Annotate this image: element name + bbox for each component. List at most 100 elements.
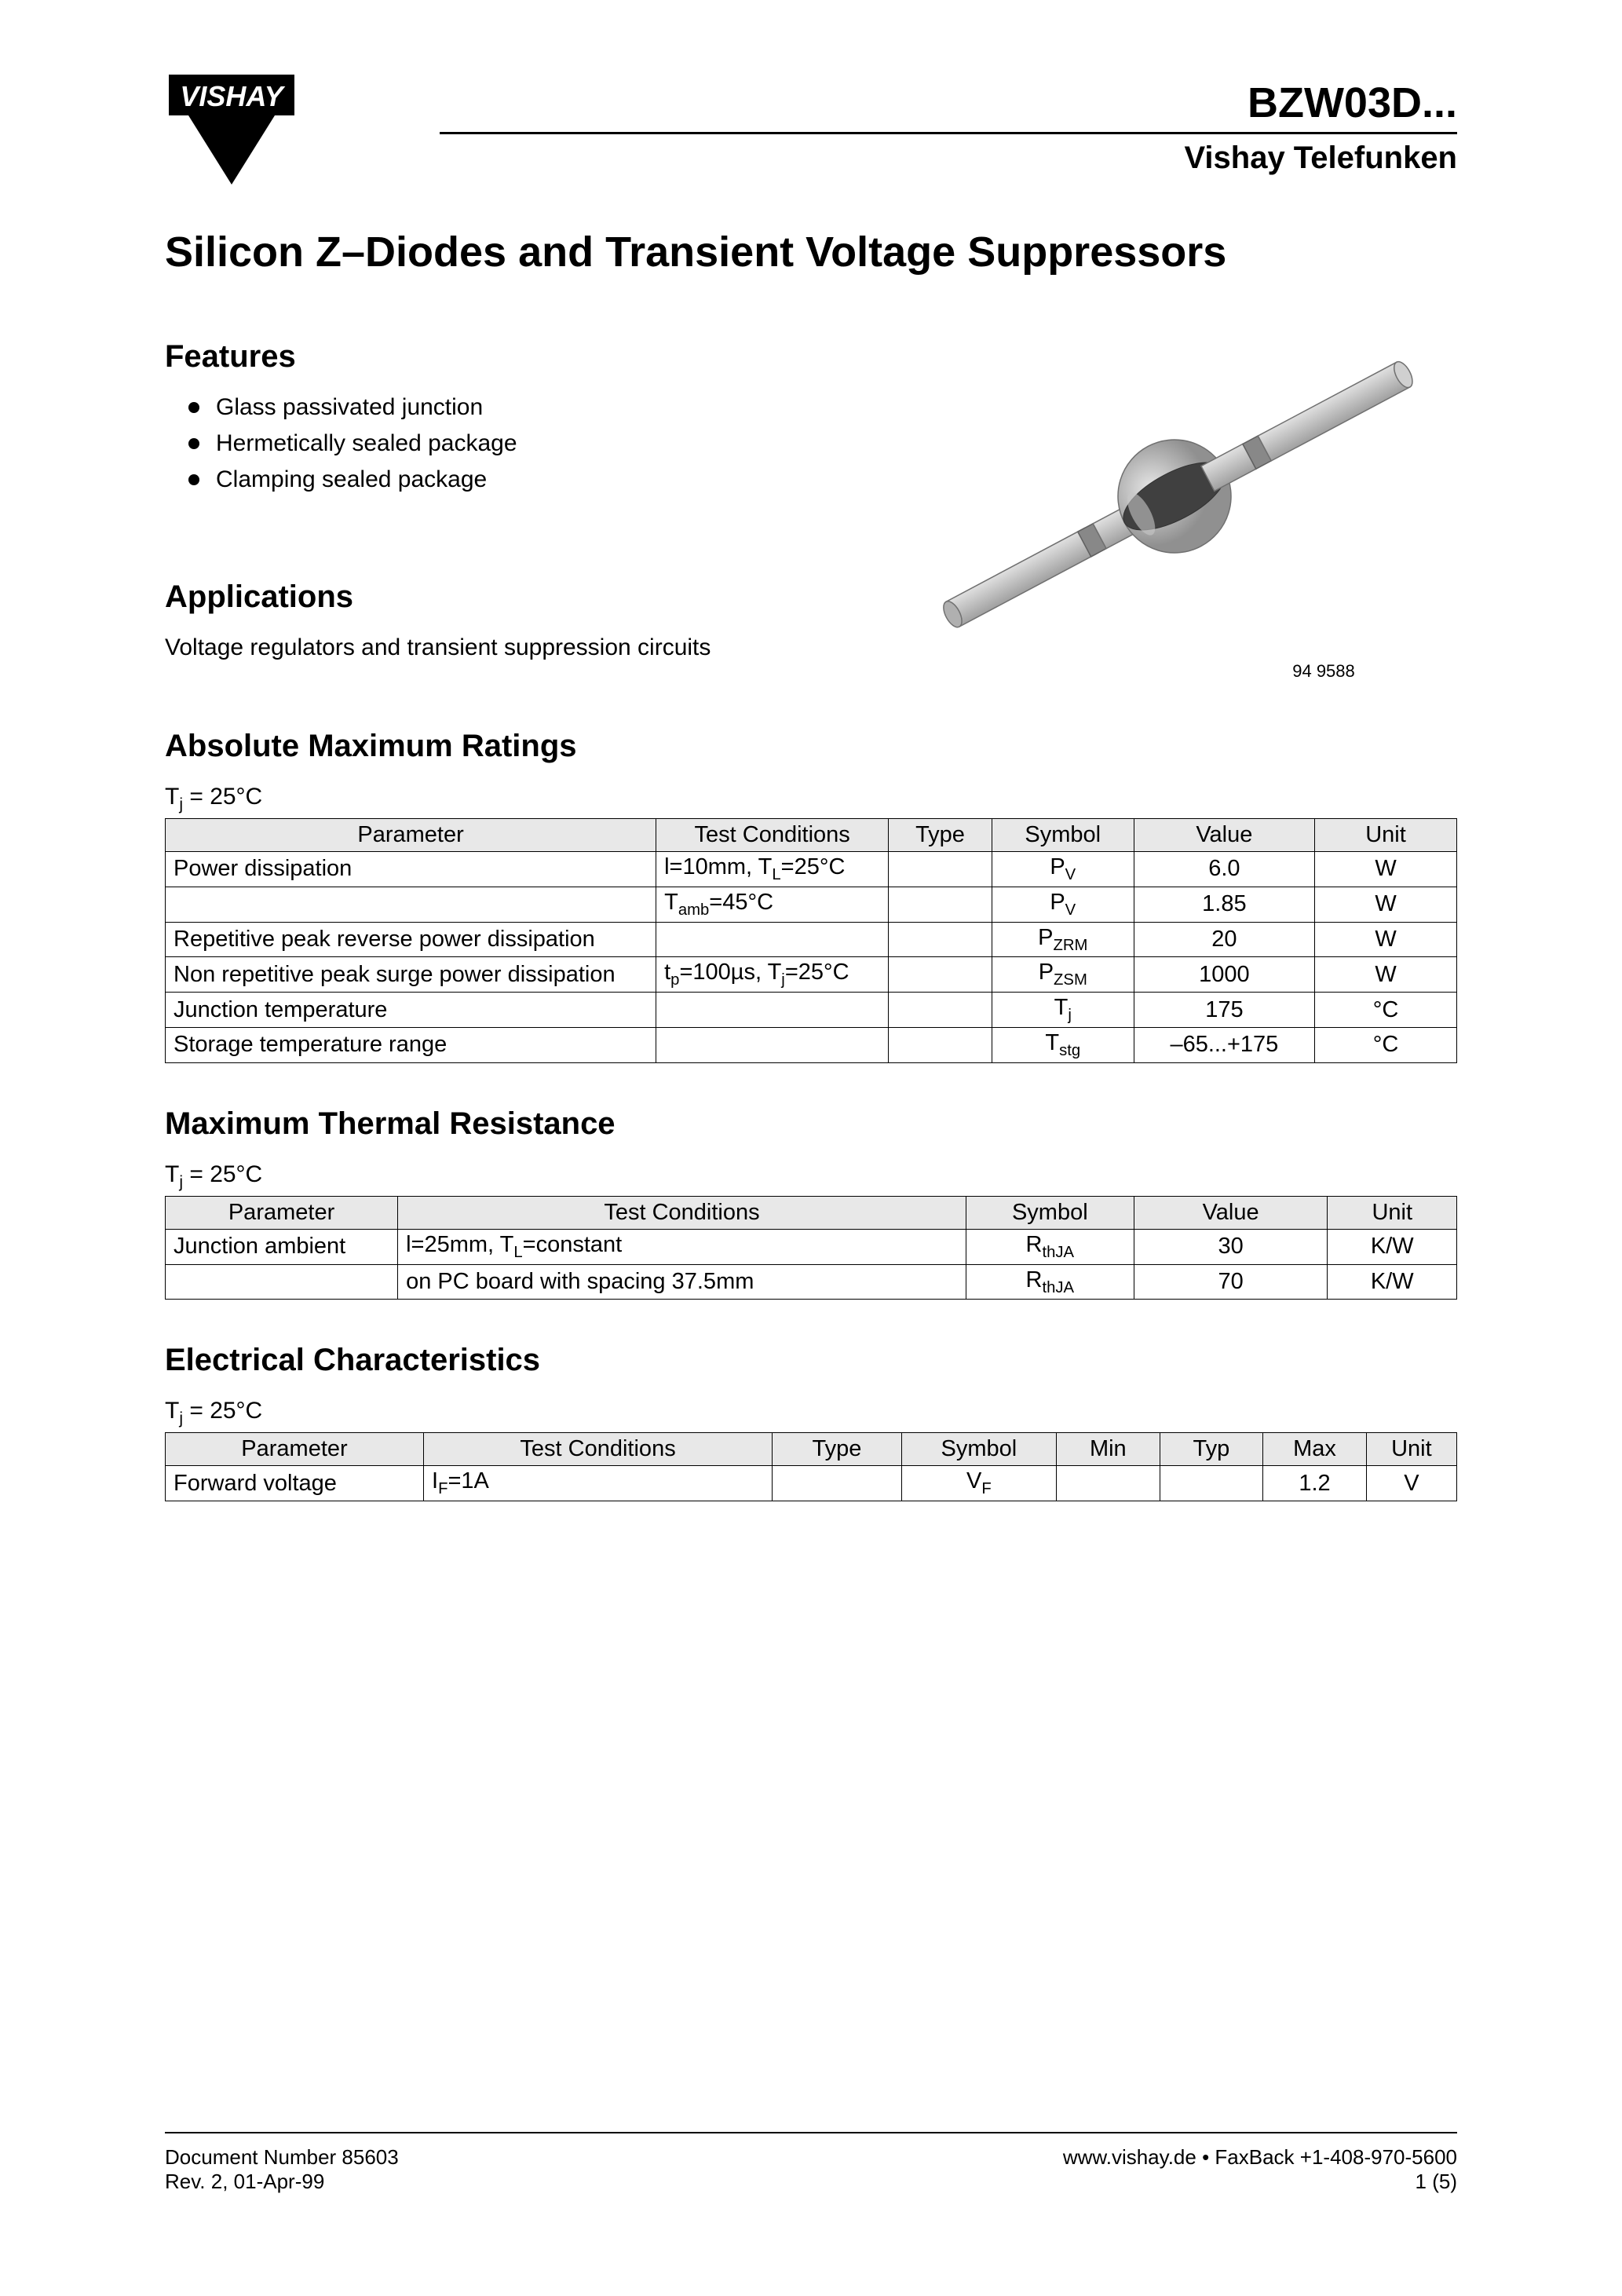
table-cell: Power dissipation bbox=[166, 852, 656, 887]
applications-text: Voltage regulators and transient suppres… bbox=[165, 634, 860, 661]
page-header: VISHAY BZW03D... Vishay Telefunken bbox=[165, 71, 1457, 192]
abs-max-table: ParameterTest ConditionsTypeSymbolValueU… bbox=[165, 818, 1457, 1063]
table-cell: Storage temperature range bbox=[166, 1027, 656, 1062]
table-cell: K/W bbox=[1328, 1229, 1457, 1264]
table-cell: Tj bbox=[992, 993, 1134, 1028]
table-cell: RthJA bbox=[966, 1264, 1134, 1300]
component-diagram bbox=[892, 339, 1457, 653]
table-cell: PZRM bbox=[992, 922, 1134, 957]
table-cell bbox=[656, 922, 889, 957]
electrical-note: Tj = 25°C bbox=[165, 1398, 1457, 1428]
table-cell: RthJA bbox=[966, 1229, 1134, 1264]
table-cell bbox=[889, 1027, 992, 1062]
table-cell: PZSM bbox=[992, 957, 1134, 993]
page-number: 1 (5) bbox=[1063, 2170, 1457, 2194]
table-cell: 20 bbox=[1134, 922, 1314, 957]
table-header: Type bbox=[889, 819, 992, 852]
feature-item: Hermetically sealed package bbox=[188, 430, 860, 457]
table-cell: W bbox=[1315, 852, 1457, 887]
thermal-heading: Maximum Thermal Resistance bbox=[165, 1106, 1457, 1142]
table-cell: l=10mm, TL=25°C bbox=[656, 852, 889, 887]
table-row: Forward voltageIF=1A VF 1.2V bbox=[166, 1466, 1457, 1501]
table-row: Repetitive peak reverse power dissipatio… bbox=[166, 922, 1457, 957]
abs-max-heading: Absolute Maximum Ratings bbox=[165, 729, 1457, 764]
table-cell: Non repetitive peak surge power dissipat… bbox=[166, 957, 656, 993]
table-header: Min bbox=[1057, 1433, 1160, 1466]
table-cell: Repetitive peak reverse power dissipatio… bbox=[166, 922, 656, 957]
document-title: Silicon Z–Diodes and Transient Voltage S… bbox=[165, 228, 1457, 276]
table-cell bbox=[656, 1027, 889, 1062]
thermal-table: ParameterTest ConditionsSymbolValueUnit … bbox=[165, 1196, 1457, 1300]
table-cell: Junction ambient bbox=[166, 1229, 398, 1264]
table-cell: Junction temperature bbox=[166, 993, 656, 1028]
table-cell bbox=[656, 993, 889, 1028]
table-cell bbox=[889, 993, 992, 1028]
electrical-section: Electrical Characteristics Tj = 25°C Par… bbox=[165, 1343, 1457, 1501]
part-number: BZW03D... bbox=[298, 79, 1457, 127]
doc-number: Document Number 85603 bbox=[165, 2145, 399, 2170]
table-cell: Tstg bbox=[992, 1027, 1134, 1062]
table-header: Test Conditions bbox=[656, 819, 889, 852]
table-cell: VF bbox=[901, 1466, 1056, 1501]
table-cell bbox=[166, 887, 656, 922]
table-cell: PV bbox=[992, 852, 1134, 887]
table-cell: IF=1A bbox=[424, 1466, 773, 1501]
table-cell: K/W bbox=[1328, 1264, 1457, 1300]
table-cell: 70 bbox=[1134, 1264, 1328, 1300]
abs-max-note: Tj = 25°C bbox=[165, 784, 1457, 814]
table-cell bbox=[166, 1264, 398, 1300]
footer-rule bbox=[165, 2132, 1457, 2133]
table-cell: tp=100µs, Tj=25°C bbox=[656, 957, 889, 993]
table-cell bbox=[889, 957, 992, 993]
table-cell bbox=[1160, 1466, 1263, 1501]
table-row: Junction ambientl=25mm, TL=constantRthJA… bbox=[166, 1229, 1457, 1264]
table-cell: Forward voltage bbox=[166, 1466, 424, 1501]
thermal-section: Maximum Thermal Resistance Tj = 25°C Par… bbox=[165, 1106, 1457, 1300]
diagram-caption: 94 9588 bbox=[892, 661, 1457, 682]
header-rule bbox=[440, 132, 1457, 134]
page-footer: Document Number 85603 Rev. 2, 01-Apr-99 … bbox=[165, 2132, 1457, 2194]
table-header: Unit bbox=[1315, 819, 1457, 852]
feature-item: Glass passivated junction bbox=[188, 394, 860, 421]
table-header: Parameter bbox=[166, 819, 656, 852]
table-cell bbox=[889, 922, 992, 957]
table-cell: l=25mm, TL=constant bbox=[398, 1229, 966, 1264]
logo-text: VISHAY bbox=[180, 80, 285, 112]
table-header: Max bbox=[1263, 1433, 1367, 1466]
table-cell: 1000 bbox=[1134, 957, 1314, 993]
table-cell: W bbox=[1315, 922, 1457, 957]
table-cell: PV bbox=[992, 887, 1134, 922]
vishay-logo: VISHAY bbox=[165, 71, 298, 192]
table-cell: 1.2 bbox=[1263, 1466, 1367, 1501]
revision: Rev. 2, 01-Apr-99 bbox=[165, 2170, 399, 2194]
table-header: Test Conditions bbox=[424, 1433, 773, 1466]
features-heading: Features bbox=[165, 339, 860, 375]
table-header: Parameter bbox=[166, 1196, 398, 1229]
table-cell bbox=[889, 887, 992, 922]
table-cell: 1.85 bbox=[1134, 887, 1314, 922]
applications-heading: Applications bbox=[165, 579, 860, 615]
table-row: Junction temperatureTj175°C bbox=[166, 993, 1457, 1028]
table-cell: Tamb=45°C bbox=[656, 887, 889, 922]
table-cell bbox=[773, 1466, 902, 1501]
table-cell: on PC board with spacing 37.5mm bbox=[398, 1264, 966, 1300]
footer-url: www.vishay.de • FaxBack +1-408-970-5600 bbox=[1063, 2145, 1457, 2170]
table-cell: °C bbox=[1315, 1027, 1457, 1062]
table-row: Storage temperature rangeTstg–65...+175°… bbox=[166, 1027, 1457, 1062]
table-row: Tamb=45°CPV1.85W bbox=[166, 887, 1457, 922]
table-cell bbox=[1057, 1466, 1160, 1501]
feature-item: Clamping sealed package bbox=[188, 466, 860, 493]
table-row: on PC board with spacing 37.5mmRthJA70K/… bbox=[166, 1264, 1457, 1300]
table-cell: 30 bbox=[1134, 1229, 1328, 1264]
table-header: Value bbox=[1134, 819, 1314, 852]
table-header: Typ bbox=[1160, 1433, 1263, 1466]
table-header: Symbol bbox=[966, 1196, 1134, 1229]
features-list: Glass passivated junction Hermetically s… bbox=[165, 394, 860, 493]
table-cell: V bbox=[1366, 1466, 1456, 1501]
electrical-heading: Electrical Characteristics bbox=[165, 1343, 1457, 1378]
abs-max-section: Absolute Maximum Ratings Tj = 25°C Param… bbox=[165, 729, 1457, 1063]
table-header: Value bbox=[1134, 1196, 1328, 1229]
table-header: Parameter bbox=[166, 1433, 424, 1466]
table-row: Non repetitive peak surge power dissipat… bbox=[166, 957, 1457, 993]
table-row: Power dissipationl=10mm, TL=25°CPV6.0W bbox=[166, 852, 1457, 887]
